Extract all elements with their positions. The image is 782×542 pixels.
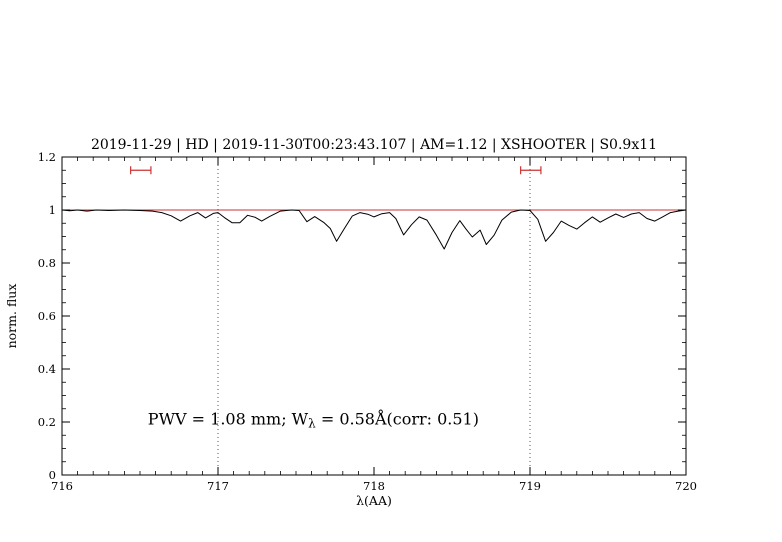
- y-tick-label: 0.8: [38, 256, 56, 270]
- y-axis-label: norm. flux: [4, 284, 19, 349]
- chart-title: 2019-11-29 | HD | 2019-11-30T00:23:43.10…: [91, 137, 657, 153]
- x-tick-label: 719: [519, 479, 541, 493]
- x-tick-label: 718: [363, 479, 385, 493]
- y-tick-label: 0.4: [38, 362, 56, 376]
- x-tick-label: 717: [207, 479, 229, 493]
- x-tick-label: 716: [51, 479, 73, 493]
- y-tick-label: 1.2: [38, 150, 56, 164]
- y-tick-label: 0: [49, 468, 56, 482]
- y-tick-label: 0.2: [38, 415, 56, 429]
- x-tick-label: 720: [675, 479, 697, 493]
- y-tick-label: 0.6: [38, 309, 56, 323]
- x-axis-label: λ(AA): [356, 493, 392, 508]
- y-tick-label: 1: [49, 203, 56, 217]
- axes-layer: 716 717 718 719 720 0 0.2 0.4 0.6 0.8 1 1.2 PWV = 1.…: [38, 150, 697, 493]
- spectrum-line: [61, 209, 687, 250]
- plot-content-layer: [61, 157, 687, 475]
- pwv-annotation: PWV = 1.08 mm; Wλ = 0.58Å(corr: 0.51): [148, 409, 479, 431]
